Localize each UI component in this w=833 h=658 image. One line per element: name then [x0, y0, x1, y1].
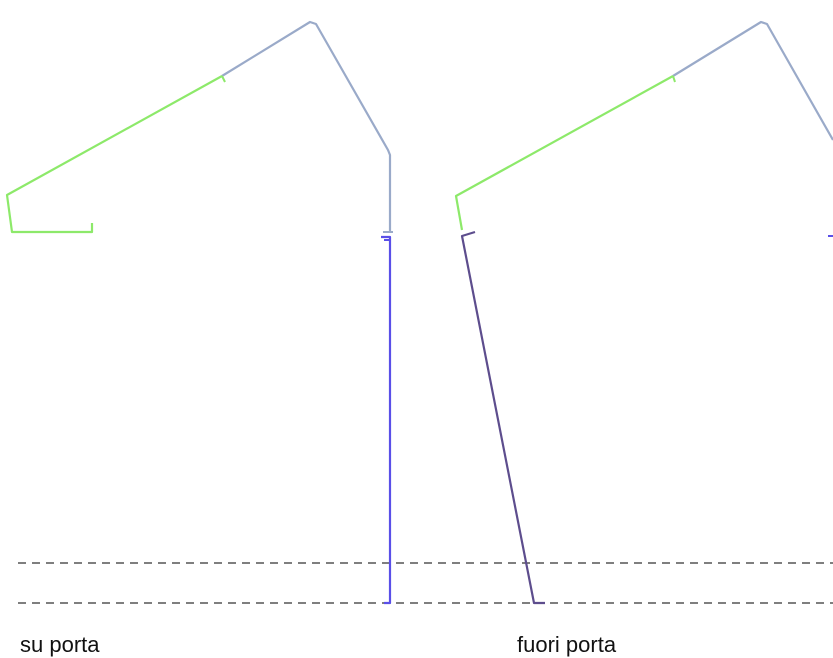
left-green-tick [221, 75, 226, 83]
right-purple-door [460, 230, 545, 605]
right-gray-outline [672, 20, 833, 141]
right-green-outline [454, 75, 674, 231]
caption-fuori-porta: fuori porta [517, 632, 617, 657]
left-figure [5, 20, 393, 605]
right-figure [454, 20, 833, 605]
left-gray-outline [221, 20, 392, 232]
left-green-outline [5, 75, 223, 234]
right-green-tick [672, 75, 676, 83]
caption-su-porta: su porta [20, 632, 100, 657]
left-blue-door [381, 235, 392, 605]
